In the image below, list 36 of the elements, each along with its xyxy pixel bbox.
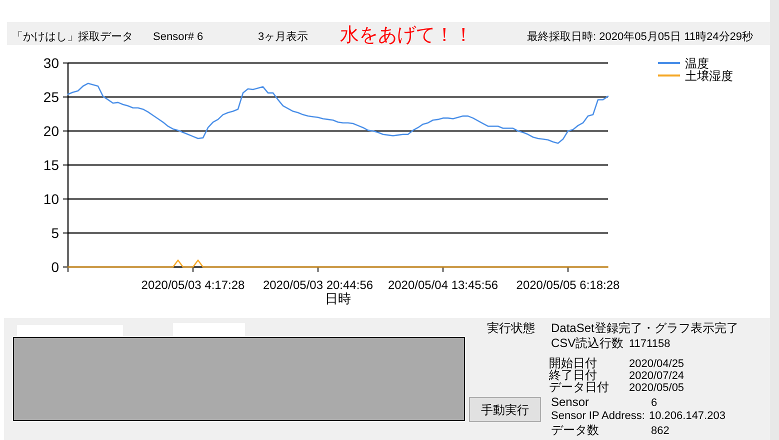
text: 実行状態 — [487, 321, 535, 335]
y-tick-label: 15 — [43, 157, 60, 173]
text: 2020/04/25 — [629, 358, 684, 370]
text: CSV読込行数 — [551, 336, 624, 350]
text: Sensor — [551, 395, 590, 409]
legend-label: 温度 — [685, 56, 709, 70]
text: 10.206.147.203 — [649, 410, 726, 422]
button: 手動実行 — [469, 397, 541, 422]
text: 最終採取日時: 2020年05月05日 11時24分29秒 — [527, 30, 753, 43]
text: 開始日付 — [549, 356, 597, 370]
text: 「かけはし」採取データ — [12, 31, 133, 43]
y-tick-label: 30 — [43, 55, 60, 71]
text: 862 — [651, 425, 670, 437]
y-tick-label: 25 — [43, 89, 60, 105]
y-tick-label: 20 — [43, 123, 60, 139]
x-tick-label: 2020/05/03 4:17:28 — [141, 278, 246, 292]
text: 6 — [651, 397, 658, 409]
text: データ数 — [551, 423, 599, 437]
text: DataSet登録完了・グラフ表示完了 — [551, 321, 738, 335]
text: データ日付 — [549, 380, 609, 394]
x-tick-label: 2020/05/05 6:18:28 — [516, 278, 620, 292]
text: 1171158 — [629, 338, 670, 350]
text: 2020/07/24 — [629, 370, 684, 382]
text: 2020/05/05 — [629, 382, 684, 394]
y-tick-label: 0 — [51, 259, 60, 275]
text: Sensor IP Address: — [551, 410, 645, 422]
x-tick-label: 2020/05/03 20:44:56 — [262, 278, 374, 292]
text: Sensor# 6 — [153, 31, 204, 43]
x-axis-title: 日時 — [325, 291, 351, 306]
text: 3ヶ月表示 — [258, 30, 308, 43]
text: 水をあげて！！ — [340, 25, 473, 46]
text: 終了日付 — [548, 368, 597, 382]
x-tick-label: 2020/05/04 13:45:56 — [388, 278, 498, 292]
y-tick-label: 10 — [43, 191, 60, 207]
legend-label: 土壌湿度 — [685, 69, 733, 83]
y-tick-label: 5 — [51, 225, 60, 241]
